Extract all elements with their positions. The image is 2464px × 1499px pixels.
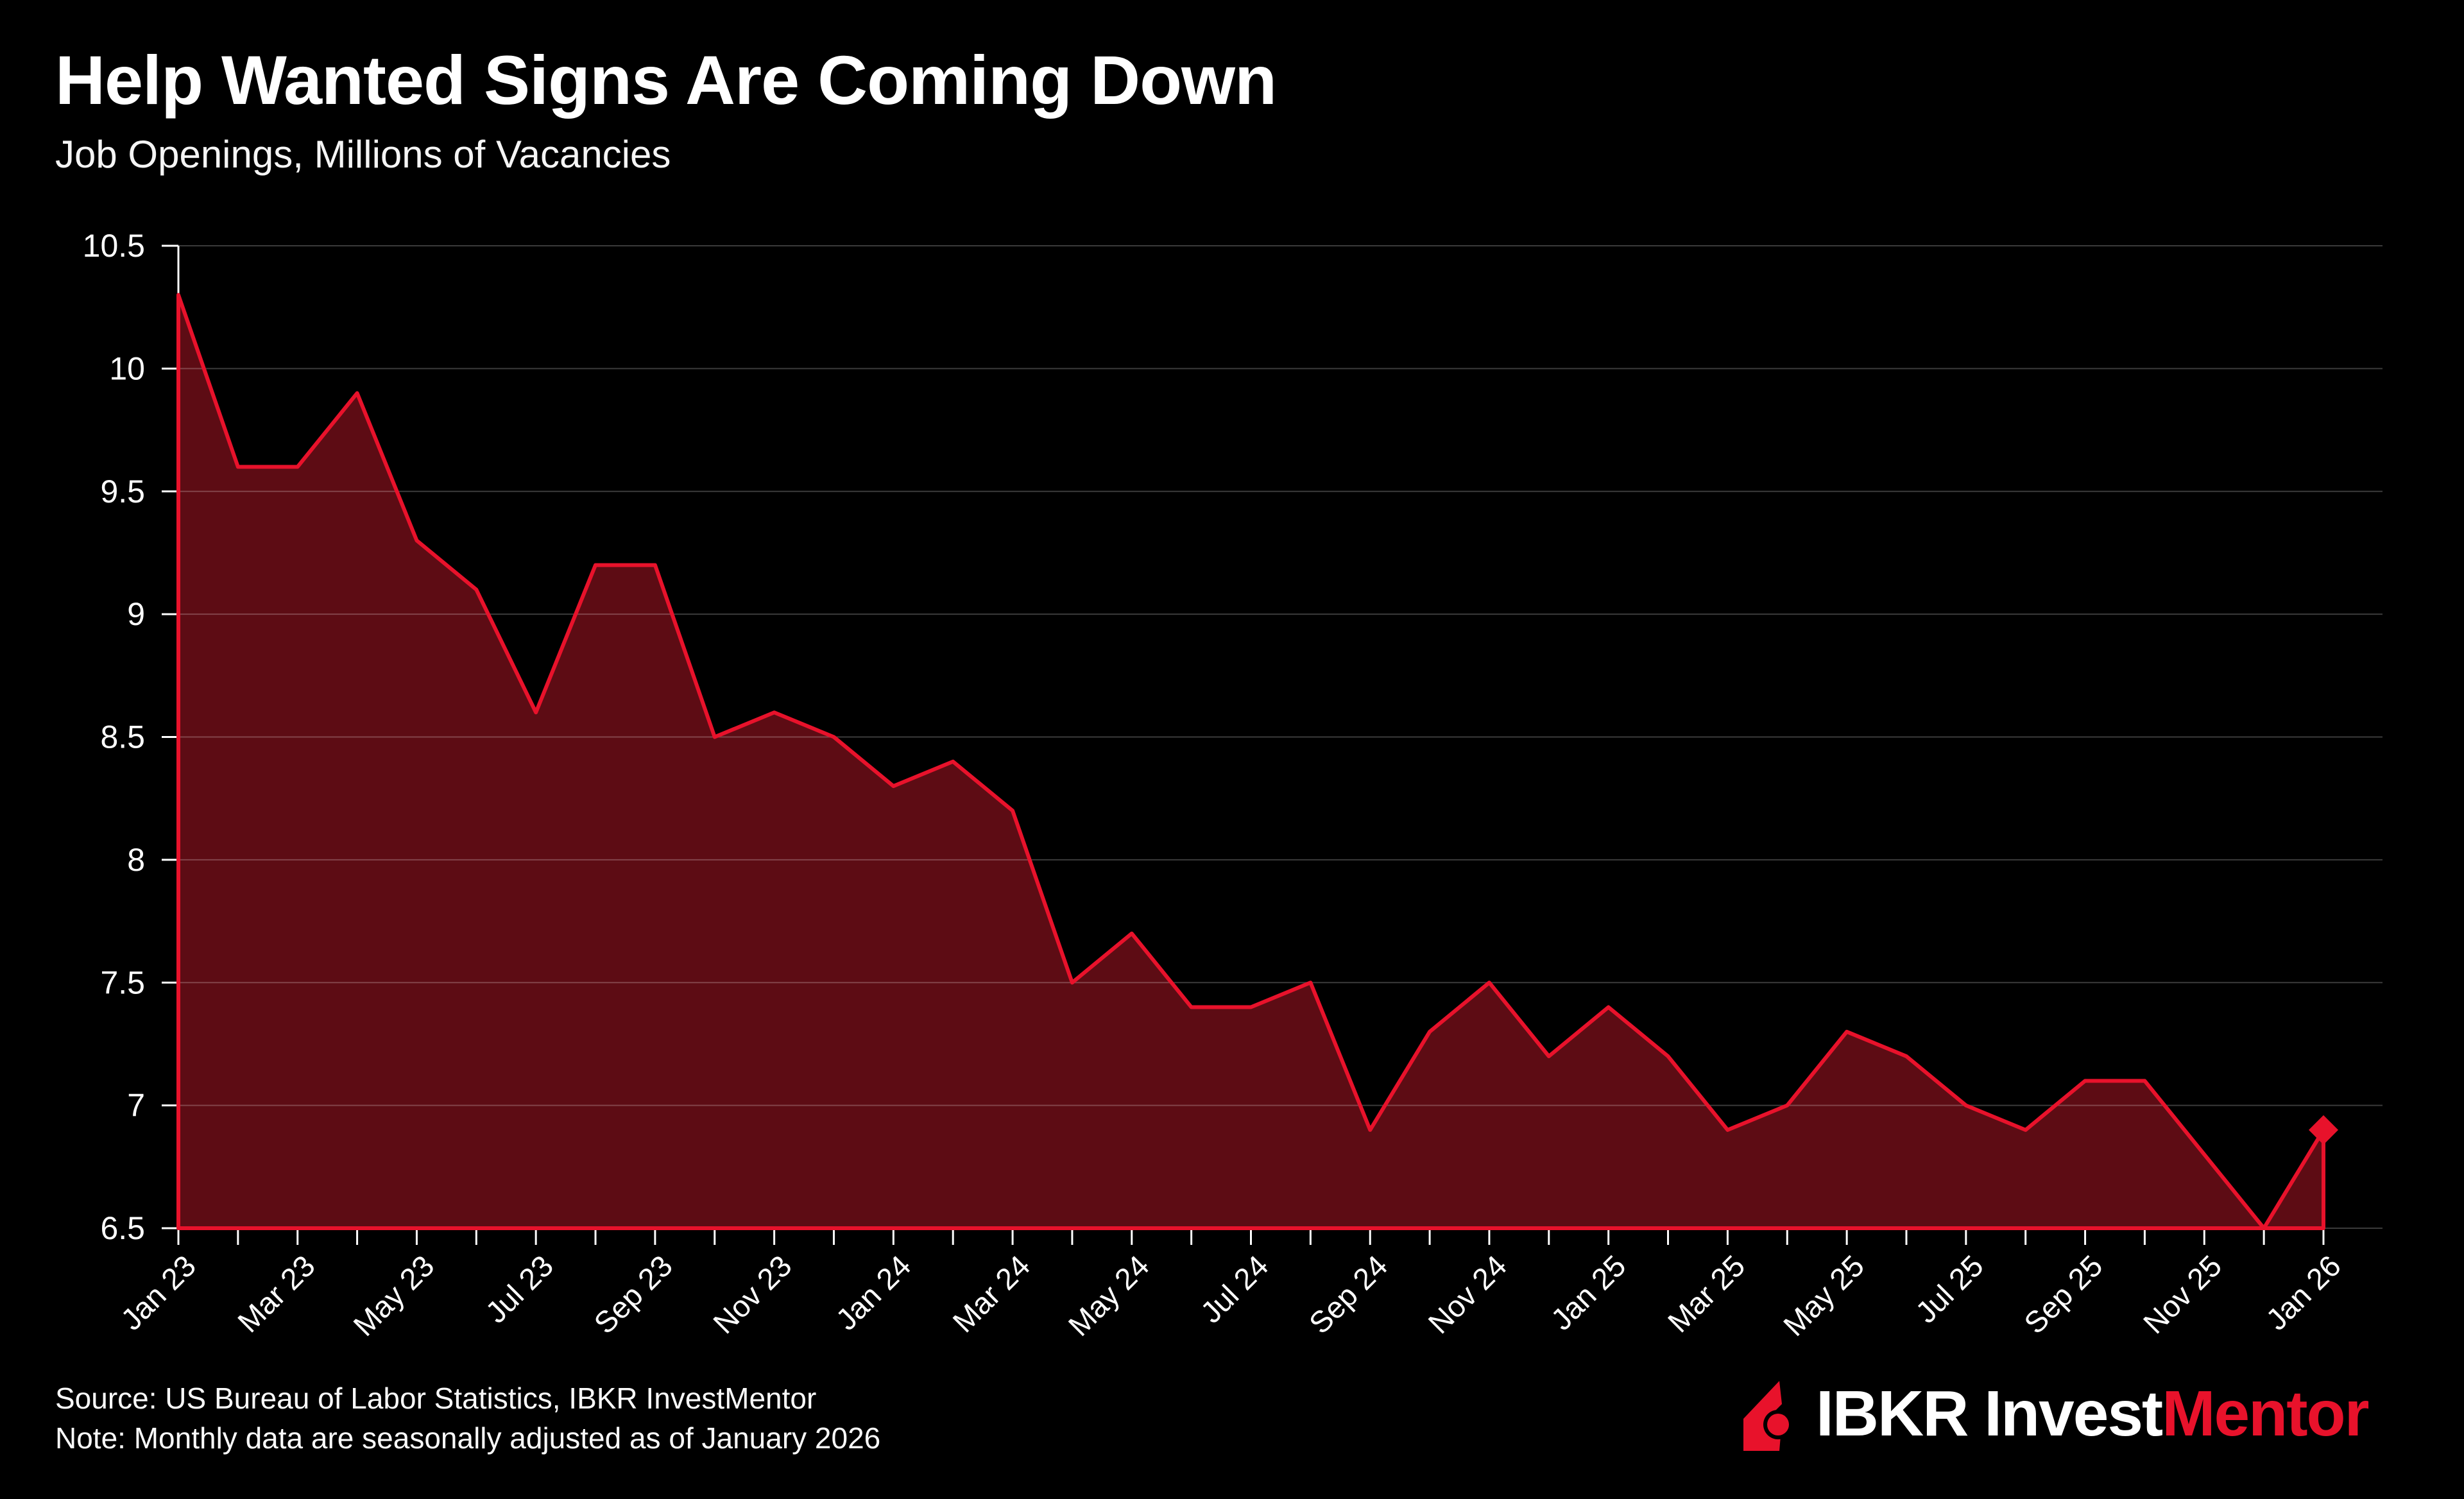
- x-tick-label: Sep 23: [587, 1249, 679, 1341]
- last-point-marker: [2309, 1115, 2338, 1145]
- area-fill: [178, 295, 2323, 1228]
- x-tick-label: Jan 24: [829, 1249, 917, 1337]
- footer-notes: Source: US Bureau of Labor Statistics, I…: [55, 1378, 880, 1458]
- y-tick-label: 8: [127, 842, 145, 878]
- x-tick-label: Jan 25: [1544, 1249, 1632, 1337]
- x-tick-label: Sep 25: [2017, 1249, 2109, 1341]
- y-tick-label: 10.5: [83, 228, 145, 264]
- x-tick-label: Jul 23: [479, 1249, 560, 1330]
- ibkr-investmentor-logo: IBKR InvestMentor: [1740, 1373, 2370, 1457]
- x-tick-label: Nov 24: [1421, 1249, 1513, 1341]
- ibkr-logo-icon: [1743, 1380, 1793, 1451]
- x-tick-label: Mar 24: [946, 1249, 1036, 1339]
- logo-text-white: IBKR Invest: [1816, 1377, 2163, 1450]
- x-tick-label: Mar 25: [1661, 1249, 1752, 1339]
- logo-text-red: Mentor: [2162, 1377, 2369, 1450]
- x-tick-label: Sep 24: [1302, 1249, 1394, 1341]
- data-line: [176, 293, 2325, 1230]
- x-tick-label: Jan 23: [114, 1249, 202, 1337]
- source-note: Source: US Bureau of Labor Statistics, I…: [55, 1382, 817, 1415]
- y-tick-label: 9.5: [100, 474, 145, 510]
- x-tick-label: May 23: [346, 1249, 440, 1342]
- x-tick-label: Jul 24: [1194, 1249, 1274, 1330]
- logo-wordmark: IBKR InvestMentor: [1816, 1377, 2370, 1451]
- x-tick-label: Mar 23: [231, 1249, 321, 1339]
- x-tick-label: May 25: [1777, 1249, 1870, 1342]
- x-tick-label: Jul 25: [1909, 1249, 1990, 1330]
- y-tick-label: 8.5: [100, 719, 145, 755]
- y-tick-label: 10: [109, 350, 145, 386]
- x-tick-label: Nov 25: [2137, 1249, 2229, 1341]
- x-tick-label: Jan 26: [2259, 1249, 2347, 1337]
- x-tick-label: May 24: [1061, 1249, 1155, 1342]
- chart-title: Help Wanted Signs Are Coming Down: [55, 41, 1277, 119]
- y-tick-label: 7.5: [100, 964, 145, 1000]
- chart-subtitle: Job Openings, Millions of Vacancies: [55, 133, 671, 176]
- y-tick-label: 6.5: [100, 1210, 145, 1246]
- y-tick-label: 7: [127, 1088, 145, 1124]
- y-tick-label: 9: [127, 596, 145, 632]
- x-tick-label: Nov 23: [706, 1249, 798, 1341]
- methodology-note: Note: Monthly data are seasonally adjust…: [55, 1421, 881, 1455]
